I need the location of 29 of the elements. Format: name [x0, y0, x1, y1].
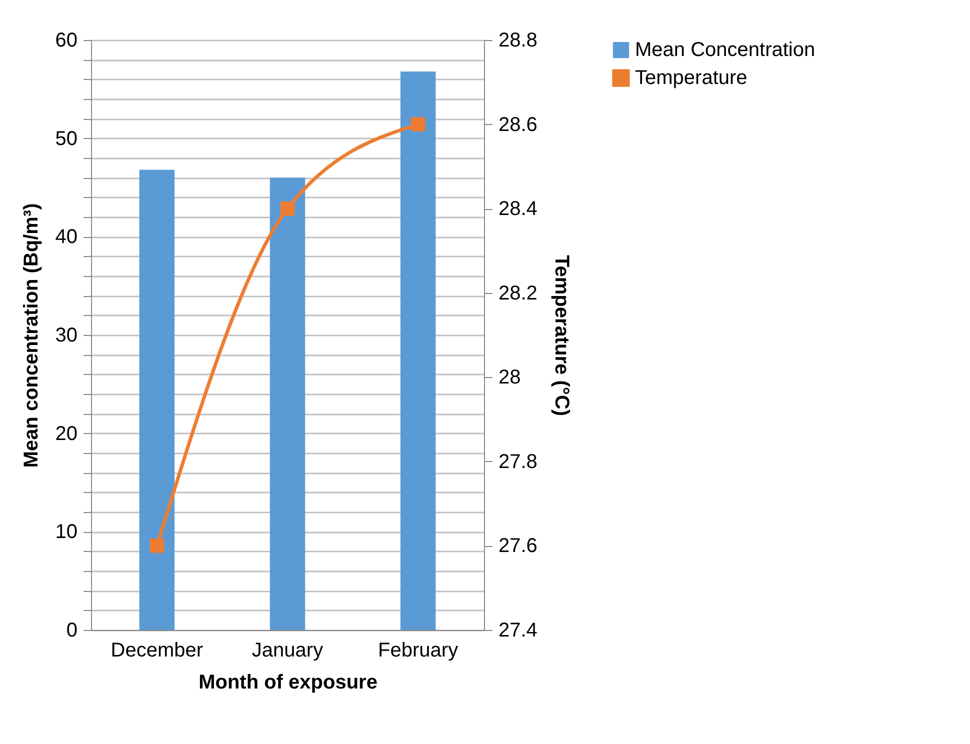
y2-tick-label: 28.4: [498, 198, 538, 220]
y-tick-label: 50: [55, 128, 78, 150]
point: [150, 538, 164, 553]
y2-tick-label: 27.4: [498, 620, 538, 642]
y-tick-label: 10: [55, 521, 78, 544]
y-tick-label: 20: [55, 422, 78, 445]
y2-axis-title: Temperature (°C): [550, 255, 572, 416]
x-tick-label: December: [110, 640, 204, 662]
bar: [139, 170, 175, 630]
bar: [400, 71, 436, 630]
legend-label: Mean Concentration: [635, 39, 816, 61]
y2-tick-label: 27.6: [498, 535, 538, 558]
x-tick-label: January: [252, 640, 324, 662]
y2-tick-label: 27.8: [498, 450, 538, 473]
bar: [270, 178, 306, 630]
y2-tick-label: 28.8: [498, 30, 538, 52]
y-tick-label: 40: [55, 226, 78, 248]
y2-tick-label: 28: [498, 366, 521, 389]
y-tick-label: 60: [55, 30, 78, 52]
y-tick-label: 0: [66, 620, 78, 642]
point: [280, 201, 295, 216]
y-axis-title: Mean concentration (Bq/m³): [20, 203, 42, 468]
x-axis-title: Month of exposure: [198, 672, 378, 694]
x-tick-label: February: [378, 640, 458, 662]
y-tick-label: 30: [55, 324, 78, 346]
point: [410, 117, 426, 132]
legend-label: Temperature: [635, 67, 748, 89]
y2-tick-label: 28.6: [498, 114, 538, 136]
y2-tick-label: 28.2: [498, 282, 538, 304]
